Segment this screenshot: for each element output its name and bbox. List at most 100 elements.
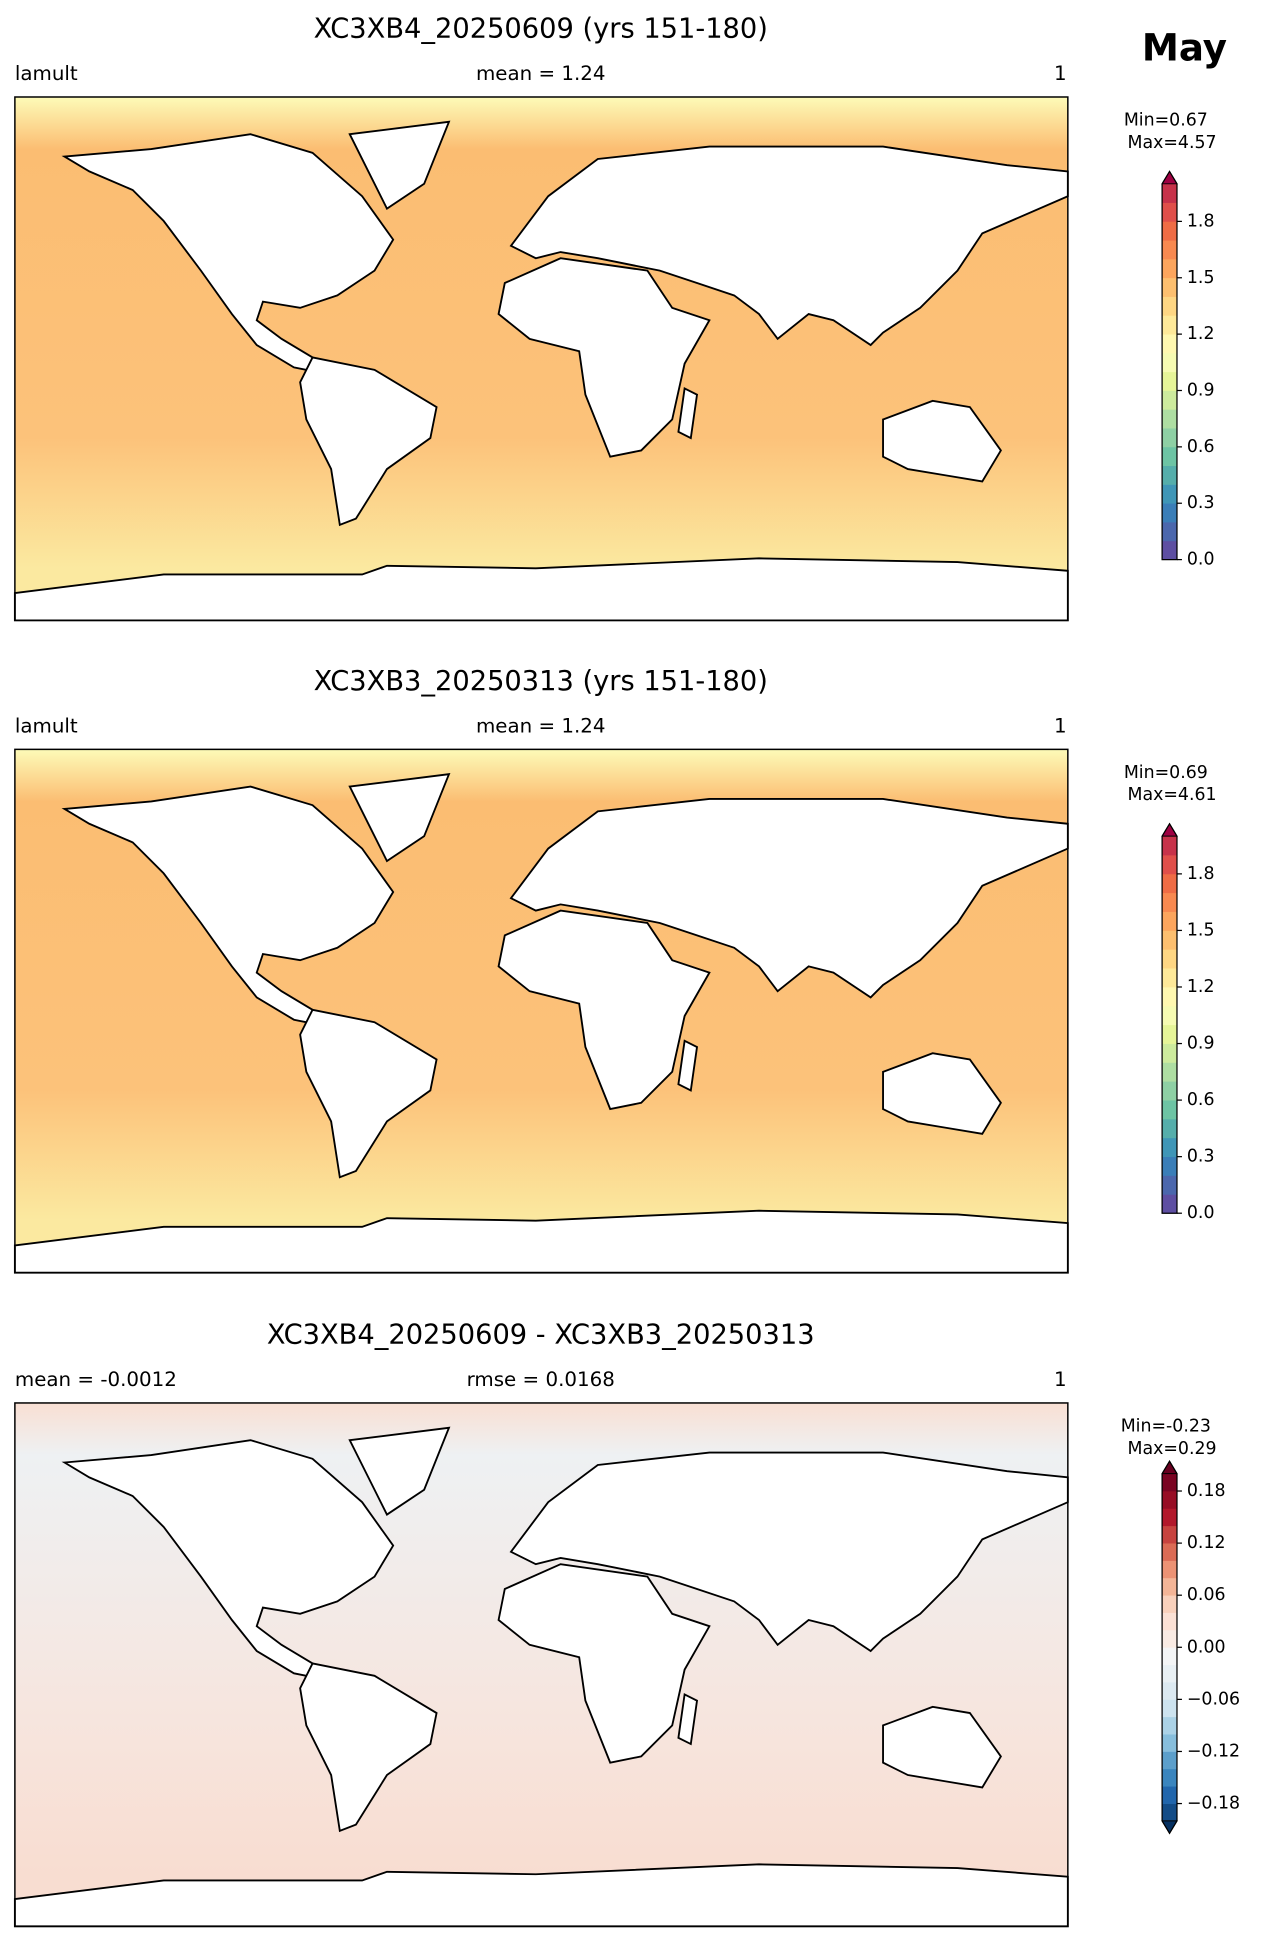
map-frame xyxy=(14,1402,1069,1928)
center-label: mean = 1.24 xyxy=(476,715,606,738)
colorbar-segment xyxy=(1162,1508,1177,1527)
colorbar-segment xyxy=(1162,296,1177,316)
colorbar-segment xyxy=(1162,855,1177,875)
colorbar-segment xyxy=(1162,258,1177,279)
colorbar-segment xyxy=(1162,221,1177,241)
colorbar-extend-max xyxy=(1161,822,1178,837)
colorbar-segment xyxy=(1162,409,1177,429)
colorbar-segment xyxy=(1162,836,1177,856)
colorbar-segment xyxy=(1162,371,1177,391)
max-label: Max=0.29 xyxy=(1127,1439,1216,1459)
colorbar-tick-label: 0.3 xyxy=(1187,493,1215,513)
colorbar-segment xyxy=(1162,277,1177,297)
colorbar-tick-label: 1.8 xyxy=(1187,211,1215,231)
colorbar-segment xyxy=(1162,1699,1177,1718)
colorbar-extend-max xyxy=(1161,1460,1178,1475)
colorbar-segment xyxy=(1162,1118,1177,1139)
center-label: mean = 1.24 xyxy=(476,62,606,85)
colorbar-segment xyxy=(1162,503,1177,523)
colorbar-tick-label: 0.18 xyxy=(1187,1481,1226,1501)
colorbar-segment xyxy=(1162,1647,1177,1666)
colorbar-segment xyxy=(1162,1664,1177,1683)
colorbar-segment xyxy=(1162,352,1177,373)
panel-title: XC3XB4_20250609 - XC3XB3_20250313 xyxy=(267,1319,815,1350)
center-label: rmse = 0.0168 xyxy=(467,1368,615,1391)
colorbar-segment xyxy=(1162,446,1177,467)
colorbar-segment xyxy=(1162,1768,1177,1787)
colorbar-segment xyxy=(1162,930,1177,950)
colorbar-segment xyxy=(1162,1751,1177,1770)
colorbar-segment xyxy=(1162,1716,1177,1735)
min-label: Min=-0.23 xyxy=(1121,1417,1211,1437)
colorbar-tick-label: 1.2 xyxy=(1187,324,1215,344)
map-frame xyxy=(14,748,1069,1274)
colorbar-segment xyxy=(1162,1525,1177,1544)
colorbar-tick-label: −0.12 xyxy=(1187,1741,1240,1761)
colorbar-segment xyxy=(1162,1043,1177,1063)
colorbar-segment xyxy=(1162,1491,1177,1509)
left-label: mean = -0.0012 xyxy=(15,1368,177,1391)
colorbar-segment xyxy=(1162,1005,1177,1026)
colorbar-segment xyxy=(1162,1629,1177,1648)
colorbar-tick-label: −0.06 xyxy=(1187,1689,1240,1709)
colorbar-segment xyxy=(1162,465,1177,485)
colorbar-segment xyxy=(1162,202,1177,222)
colorbar-segment xyxy=(1162,1560,1177,1579)
colorbar-tick-label: 0.0 xyxy=(1187,1203,1215,1223)
colorbar-extend-min xyxy=(1161,1820,1178,1835)
right-label: 1 xyxy=(1054,715,1067,738)
colorbar-segment xyxy=(1162,1543,1177,1561)
max-label: Max=4.61 xyxy=(1127,785,1216,805)
colorbar-segment xyxy=(1162,1682,1177,1700)
colorbar-segment xyxy=(1162,484,1177,504)
colorbar-tick-label: 0.9 xyxy=(1187,380,1215,400)
max-label: Max=4.57 xyxy=(1127,133,1216,153)
min-label: Min=0.67 xyxy=(1124,111,1208,131)
colorbar-segment xyxy=(1162,1081,1177,1101)
colorbar-tick-label: 0.00 xyxy=(1187,1637,1226,1657)
colorbar-segment xyxy=(1162,949,1177,969)
left-label: lamult xyxy=(15,62,78,85)
colorbar-segment xyxy=(1162,968,1177,988)
colorbar-segment xyxy=(1162,240,1177,260)
colorbar-outline xyxy=(1161,170,1178,561)
colorbar-segment xyxy=(1162,1156,1177,1176)
colorbar-segment xyxy=(1162,1137,1177,1158)
panel-title: XC3XB4_20250609 (yrs 151-180) xyxy=(314,14,768,45)
colorbar-segment xyxy=(1162,892,1177,912)
colorbar-tick-label: 0.0 xyxy=(1187,550,1215,570)
colorbar-tick-label: 1.2 xyxy=(1187,977,1215,997)
colorbar-segment xyxy=(1162,1734,1177,1752)
colorbar-segment xyxy=(1162,1595,1177,1613)
colorbar-tick-label: −0.18 xyxy=(1187,1794,1240,1814)
right-label: 1 xyxy=(1054,62,1067,85)
colorbar-tick-label: 0.12 xyxy=(1187,1533,1226,1553)
colorbar-segment xyxy=(1162,334,1177,354)
colorbar-segment xyxy=(1162,1473,1177,1492)
figure-label: May xyxy=(1142,25,1227,69)
colorbar-segment xyxy=(1162,1194,1177,1214)
colorbar-tick-label: 0.06 xyxy=(1187,1585,1226,1605)
colorbar-segment xyxy=(1162,390,1177,410)
colorbar-segment xyxy=(1162,183,1177,203)
colorbar-segment xyxy=(1162,1612,1177,1631)
colorbar-segment xyxy=(1162,873,1177,894)
colorbar-segment xyxy=(1162,1803,1177,1822)
colorbar-segment xyxy=(1162,911,1177,931)
right-label: 1 xyxy=(1054,1368,1067,1391)
colorbar-segment xyxy=(1162,1062,1177,1082)
min-label: Min=0.69 xyxy=(1124,763,1208,783)
colorbar-tick-label: 0.3 xyxy=(1187,1147,1215,1167)
colorbar-tick-label: 1.5 xyxy=(1187,920,1215,940)
colorbar-tick-label: 1.5 xyxy=(1187,268,1215,288)
colorbar-segment xyxy=(1162,986,1177,1007)
colorbar-tick-label: 0.6 xyxy=(1187,1090,1215,1110)
colorbar-segment xyxy=(1162,540,1177,560)
colorbar-segment xyxy=(1162,1024,1177,1044)
colorbar-segment xyxy=(1162,1100,1177,1120)
left-label: lamult xyxy=(15,715,78,738)
colorbar-outline xyxy=(1161,1460,1178,1835)
colorbar-segment xyxy=(1162,315,1177,335)
colorbar-segment xyxy=(1162,1175,1177,1195)
